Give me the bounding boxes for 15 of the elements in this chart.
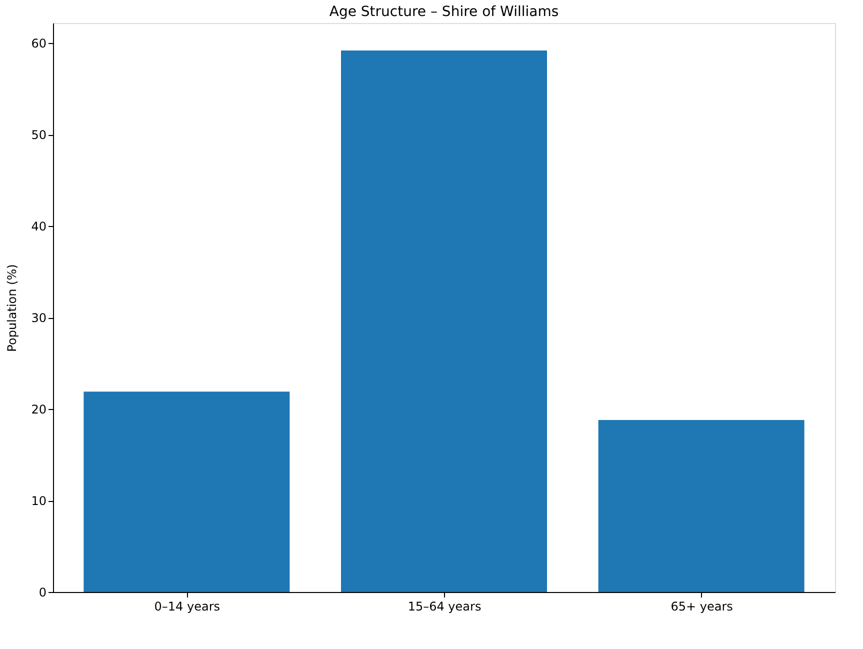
y-tick-label: 0 — [38, 586, 46, 600]
y-tick-label: 60 — [31, 36, 46, 51]
y-tick-label: 50 — [31, 128, 46, 142]
bar — [341, 50, 547, 592]
bar — [84, 392, 290, 592]
bar — [598, 420, 804, 592]
y-tick-label: 40 — [31, 220, 46, 234]
y-tick-label: 30 — [31, 311, 46, 326]
y-axis-title: Population (%) — [5, 264, 20, 352]
y-tick-label: 10 — [31, 494, 46, 508]
y-tick-label: 20 — [31, 402, 46, 417]
x-tick-label: 0–14 years — [154, 600, 220, 614]
x-tick-label: 15–64 years — [408, 600, 482, 614]
x-tick-label: 65+ years — [670, 600, 733, 614]
chart-title: Age Structure – Shire of Williams — [329, 4, 559, 20]
